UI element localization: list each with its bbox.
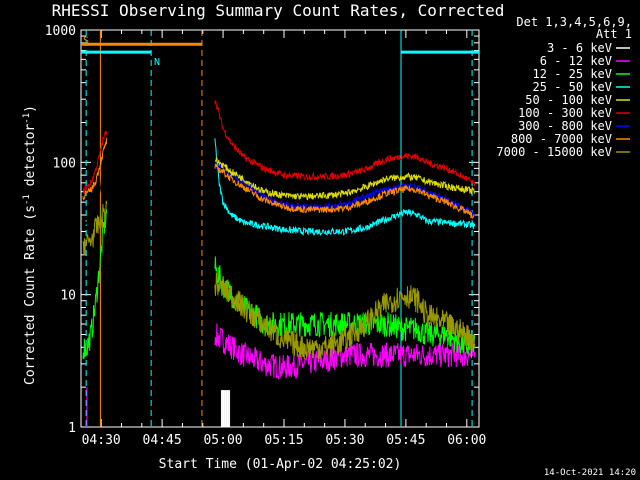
y-axis-label-end: )	[23, 105, 38, 113]
legend-item-label: 3 - 6 keV	[547, 41, 612, 55]
footer-date: 14-Oct-2021 14:20	[544, 468, 636, 478]
plot-area: 04:30 04:45 05:00 05:15 05:30 05:45 06:00 1 10 10…	[45, 24, 487, 448]
series-line	[82, 137, 108, 201]
series-line	[214, 138, 476, 237]
x-tick-label: 05:30	[325, 433, 364, 448]
legend-item-label: 50 - 100 keV	[525, 93, 612, 107]
legend-header-line-2: Att 1	[596, 27, 632, 41]
legend-item-label: 7000 - 15000 keV	[496, 145, 612, 159]
x-axis-label: Start Time (01-Apr-02 04:25:02)	[159, 457, 402, 472]
legend-item-label: 12 - 25 keV	[533, 67, 612, 81]
y-tick-label: 100	[53, 156, 76, 171]
y-axis-label-sup2: -1	[22, 113, 32, 124]
series-line	[220, 188, 238, 210]
series-line	[82, 162, 108, 228]
y-tick-label: 10	[60, 289, 76, 304]
y-axis-label-main: Corrected Count Rate (s	[23, 205, 38, 385]
chart-title: RHESSI Observing Summary Count Rates, Co…	[52, 1, 505, 20]
x-tick-label: 05:00	[203, 433, 242, 448]
y-tick-label: 1000	[45, 24, 76, 39]
x-tick-label: 04:30	[82, 433, 121, 448]
legend-item-label: 25 - 50 keV	[533, 80, 612, 94]
series-line	[214, 156, 475, 201]
series-line	[214, 272, 476, 360]
x-tick-label: 06:00	[447, 433, 486, 448]
series-line	[214, 100, 476, 187]
flag-label: S	[83, 35, 89, 46]
legend-item-label: 6 - 12 keV	[540, 54, 612, 68]
series-line	[214, 163, 475, 220]
x-tick-label: 05:15	[264, 433, 303, 448]
legend-item-label: 100 - 300 keV	[518, 106, 612, 120]
series-line	[82, 200, 108, 256]
plot-frame	[80, 29, 480, 428]
legend-item-label: 300 - 800 keV	[518, 119, 612, 133]
series-line	[82, 130, 108, 194]
legend-header-line-1: Det 1,3,4,5,6,9,	[516, 15, 632, 29]
y-axis-label: Corrected Count Rate (s-1 detector-1)	[22, 105, 38, 385]
x-tick-label: 05:45	[386, 433, 425, 448]
series-line	[214, 323, 476, 380]
x-tick-label: 04:45	[143, 433, 182, 448]
y-axis-label-sup1: -1	[22, 194, 32, 205]
legend-item-label: 800 - 7000 keV	[511, 132, 612, 146]
y-tick-label: 1	[68, 421, 76, 436]
series-line	[214, 161, 476, 217]
flag-label: N	[154, 57, 160, 68]
y-axis-label-mid: detector	[23, 124, 38, 195]
